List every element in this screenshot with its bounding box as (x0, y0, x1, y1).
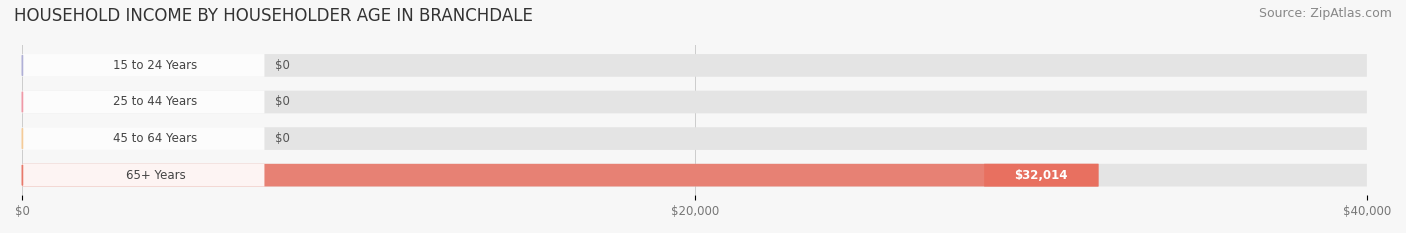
FancyBboxPatch shape (22, 164, 1367, 186)
FancyBboxPatch shape (22, 164, 264, 186)
FancyBboxPatch shape (22, 91, 264, 113)
Text: 15 to 24 Years: 15 to 24 Years (114, 59, 198, 72)
FancyBboxPatch shape (22, 164, 1098, 186)
Text: HOUSEHOLD INCOME BY HOUSEHOLDER AGE IN BRANCHDALE: HOUSEHOLD INCOME BY HOUSEHOLDER AGE IN B… (14, 7, 533, 25)
Text: Source: ZipAtlas.com: Source: ZipAtlas.com (1258, 7, 1392, 20)
Text: $0: $0 (276, 96, 290, 109)
Text: 65+ Years: 65+ Years (125, 169, 186, 182)
Text: 45 to 64 Years: 45 to 64 Years (114, 132, 198, 145)
Text: $0: $0 (276, 59, 290, 72)
FancyBboxPatch shape (22, 127, 1367, 150)
FancyBboxPatch shape (22, 127, 264, 150)
FancyBboxPatch shape (22, 54, 1367, 77)
Text: 25 to 44 Years: 25 to 44 Years (114, 96, 198, 109)
Text: $0: $0 (276, 132, 290, 145)
FancyBboxPatch shape (22, 54, 264, 77)
FancyBboxPatch shape (984, 164, 1098, 186)
FancyBboxPatch shape (22, 91, 1367, 113)
Text: $32,014: $32,014 (1015, 169, 1069, 182)
